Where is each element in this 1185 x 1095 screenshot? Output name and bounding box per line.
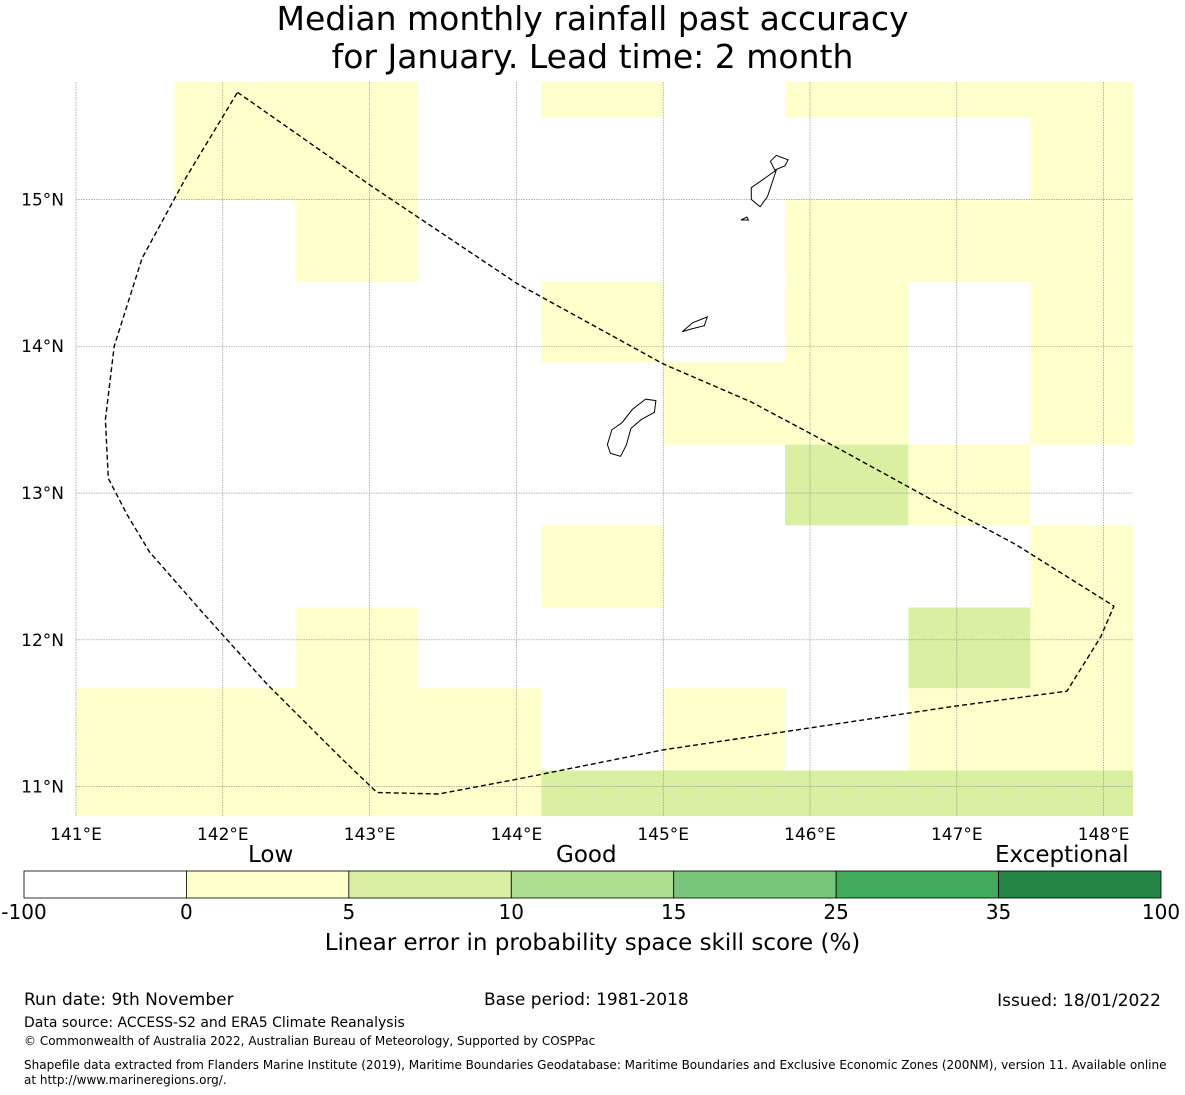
skill-cell-low bbox=[908, 688, 1031, 771]
skill-cell-low bbox=[785, 82, 1031, 118]
lat-tick-label: 14°N bbox=[21, 337, 64, 357]
skill-cell-low bbox=[541, 525, 664, 608]
skill-cell-low bbox=[76, 688, 542, 771]
lon-tick-label: 146°E bbox=[784, 825, 836, 845]
island-outline bbox=[740, 216, 750, 221]
skill-cell-low bbox=[541, 281, 664, 363]
eez-boundary-line bbox=[104, 91, 1115, 795]
colorbar-label-low: Low bbox=[248, 842, 294, 868]
lon-tick-label: 148°E bbox=[1078, 825, 1130, 845]
map-panel: 141°E 142°E 143°E 144°E 145°E 146°E 147°E 148°E… bbox=[21, 82, 1133, 845]
skill-cell-low bbox=[174, 82, 297, 200]
skill-cell-low bbox=[663, 362, 786, 445]
skill-cell-low bbox=[1030, 525, 1133, 771]
lat-tick-label: 12°N bbox=[21, 631, 64, 651]
island-outline bbox=[769, 154, 789, 171]
colorbar-segment bbox=[510, 870, 675, 899]
lon-tick-label: 141°E bbox=[50, 825, 102, 845]
colorbar-tick-label: 5 bbox=[342, 900, 356, 924]
colorbar-segment bbox=[23, 870, 187, 899]
colorbar-segment bbox=[998, 870, 1162, 899]
map-title: Median monthly rainfall past accuracy fo… bbox=[0, 0, 1185, 76]
colorbar-tick-label: 15 bbox=[660, 900, 687, 924]
skill-cell-low bbox=[663, 688, 786, 771]
base-period: Base period: 1981-2018 bbox=[484, 990, 689, 1010]
colorbar-segment bbox=[673, 870, 837, 899]
island-outline bbox=[750, 168, 778, 208]
lon-tick-label: 143°E bbox=[344, 825, 396, 845]
skill-cell-good bbox=[908, 607, 1031, 689]
colorbar bbox=[23, 870, 1162, 899]
colorbar-label-exceptional: Exceptional bbox=[995, 842, 1129, 868]
issued-date: Issued: 18/01/2022 bbox=[997, 991, 1161, 1011]
lat-tick-label: 11°N bbox=[21, 778, 64, 798]
shapefile-note-line-1: Shapefile data extracted from Flanders M… bbox=[24, 1058, 1167, 1072]
colorbar-tick-label: 0 bbox=[180, 900, 193, 924]
colorbar-tick-label: 35 bbox=[985, 900, 1012, 924]
lon-tick-label: 147°E bbox=[931, 825, 983, 845]
data-source: Data source: ACCESS-S2 and ERA5 Climate … bbox=[24, 1015, 405, 1031]
lat-tick-label: 15°N bbox=[21, 190, 64, 210]
lat-tick-label: 13°N bbox=[21, 484, 64, 504]
colorbar-tick-label: -100 bbox=[1, 900, 47, 924]
skill-cell-low bbox=[296, 199, 419, 282]
title-line-2: for January. Lead time: 2 month bbox=[331, 37, 854, 76]
colorbar-segment bbox=[186, 870, 350, 899]
colorbar-tick-label: 100 bbox=[1141, 900, 1181, 924]
island-outline bbox=[606, 398, 657, 457]
skill-cell-low bbox=[785, 281, 909, 445]
skill-cell-low bbox=[296, 82, 419, 200]
colorbar-segment bbox=[835, 870, 999, 899]
title-line-1: Median monthly rainfall past accuracy bbox=[276, 0, 909, 38]
skill-cell-low bbox=[1030, 82, 1133, 445]
skill-cell-low bbox=[908, 444, 1031, 526]
lon-tick-label: 142°E bbox=[197, 825, 249, 845]
islands bbox=[606, 154, 789, 457]
colorbar-tick-label: 25 bbox=[823, 900, 849, 924]
colorbar-tick-label: 10 bbox=[498, 900, 525, 924]
graticule bbox=[75, 82, 1133, 816]
skill-cell-good bbox=[785, 444, 909, 526]
skill-cell-good bbox=[541, 770, 1133, 816]
run-date: Run date: 9th November bbox=[24, 990, 234, 1010]
skill-cell-low bbox=[785, 199, 1031, 282]
skill-cell-low bbox=[541, 82, 664, 118]
island-outline bbox=[681, 316, 709, 333]
colorbar-title: Linear error in probability space skill … bbox=[324, 930, 861, 956]
skill-cell-low bbox=[76, 770, 542, 816]
colorbar-segment bbox=[348, 870, 512, 899]
skill-cell-low bbox=[296, 607, 419, 689]
lon-tick-label: 145°E bbox=[637, 825, 689, 845]
colorbar-label-good: Good bbox=[556, 842, 617, 868]
lon-tick-label: 144°E bbox=[491, 825, 543, 845]
axis-tick-labels: 141°E 142°E 143°E 144°E 145°E 146°E 147°E 148°E… bbox=[21, 190, 1129, 845]
skill-cells bbox=[76, 82, 1133, 816]
shapefile-note-line-2: at http://www.marineregions.org/. bbox=[24, 1073, 227, 1087]
copyright: © Commonwealth of Australia 2022, Austra… bbox=[24, 1034, 596, 1048]
